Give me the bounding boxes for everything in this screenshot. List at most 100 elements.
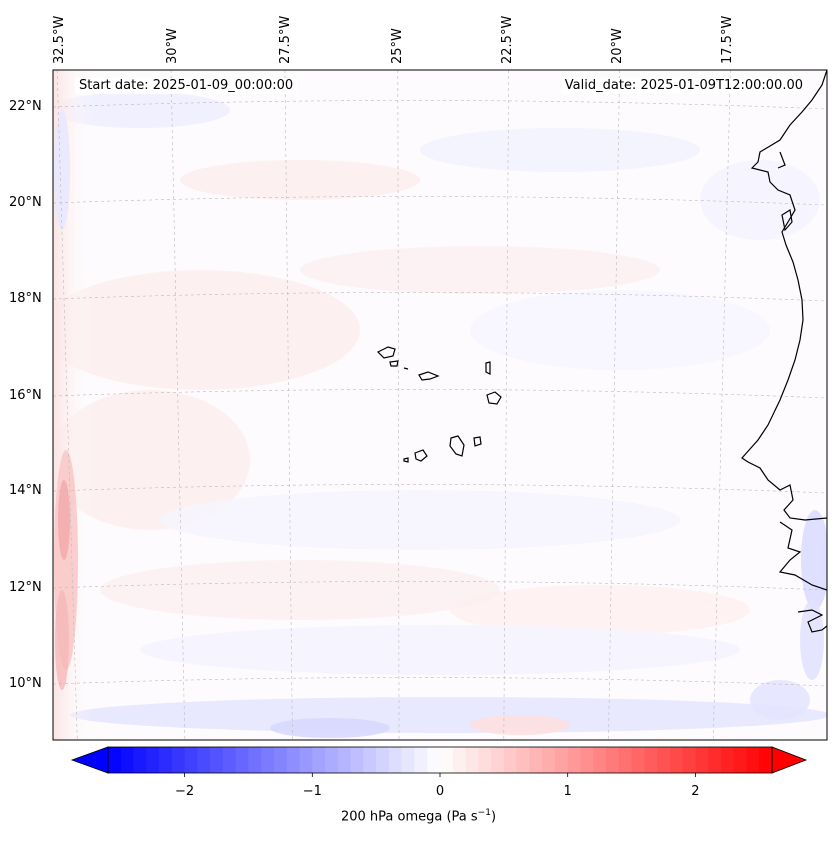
colorbar-bin (618, 747, 633, 773)
colorbar-bin (171, 747, 186, 773)
colorbar-bin (631, 747, 645, 773)
island-sao-vicente (389, 360, 399, 367)
island-maio (473, 436, 482, 447)
map-frame (52, 69, 828, 741)
parallel-line (53, 100, 827, 110)
island-sal (485, 361, 491, 375)
colorbar-bin (222, 747, 237, 773)
colorbar-bin (312, 747, 326, 773)
longitude-label: 17.5°W (720, 15, 735, 64)
meridian-line (56, 70, 78, 740)
colorbar-bin (733, 747, 748, 773)
colorbar-bin (414, 747, 428, 773)
colorbar-bin (388, 747, 403, 773)
colorbar-bin (465, 747, 479, 773)
colorbar-bin (516, 747, 530, 773)
meridian-line (397, 70, 400, 740)
colorbar-bin (529, 747, 543, 773)
meridian-line (608, 70, 620, 740)
colorbar-bin (120, 747, 135, 773)
colorbar-bin (669, 747, 684, 773)
colorbar-bin (644, 747, 658, 773)
latitude-label: 14°N (9, 483, 42, 498)
meridian-line (284, 70, 293, 740)
latitude-label: 12°N (9, 580, 42, 595)
colorbar-bin (248, 747, 262, 773)
graticule (53, 70, 827, 740)
colorbar-bin (720, 747, 735, 773)
parallel-line (53, 677, 827, 687)
parallel-line (53, 389, 827, 399)
colorbar-tick-label: −2 (175, 784, 195, 799)
island-brava (403, 457, 409, 463)
latitude-label: 18°N (9, 291, 42, 306)
colorbar-bin (286, 747, 301, 773)
longitude-label: 25°W (390, 28, 405, 64)
colorbar-bin (682, 747, 696, 773)
island-boa-vista (486, 391, 502, 405)
colorbar-bin (184, 747, 198, 773)
colorbar-bin (401, 747, 416, 773)
latitude-label: 16°N (9, 388, 42, 403)
colorbar-label: 200 hPa omega (Pa s−1) (0, 808, 837, 824)
colorbar-extend-low (70, 746, 109, 774)
colorbar-bin (452, 747, 467, 773)
colorbar-bin (580, 747, 594, 773)
longitude-label: 27.5°W (278, 15, 293, 64)
colorbar-bin (567, 747, 582, 773)
parallel-line (53, 581, 827, 591)
parallel-line (53, 292, 827, 302)
colorbar (70, 746, 808, 777)
colorbar-tick-label: 1 (563, 784, 572, 799)
colorbar-bin (708, 747, 722, 773)
meridian-line (712, 70, 731, 740)
colorbar-bin (210, 747, 224, 773)
colorbar-bin (133, 747, 147, 773)
colorbar-bin (197, 747, 211, 773)
colorbar-bin (337, 747, 352, 773)
latitude-label: 10°N (9, 676, 42, 691)
valid-date-label: Valid_date: 2025-01-09T12:00:00.00 (560, 78, 807, 94)
longitude-label: 22.5°W (500, 15, 515, 64)
colorbar-bin (427, 747, 441, 773)
start-date-label: Start date: 2025-01-09_00:00:00 (75, 78, 298, 94)
latitude-label: 22°N (9, 99, 42, 114)
island-santa-luzia (403, 367, 409, 370)
island-santiago (449, 435, 465, 457)
longitude-label: 30°W (165, 28, 180, 64)
island-sao-nicolau (418, 371, 440, 381)
colorbar-tick-label: 2 (691, 784, 700, 799)
colorbar-bin (554, 747, 569, 773)
colorbar-bin (363, 747, 377, 773)
colorbar-bin (325, 747, 339, 773)
colorbar-bin (606, 747, 620, 773)
colorbar-bin (503, 747, 518, 773)
colorbar-bin (261, 747, 275, 773)
colorbar-bin (695, 747, 709, 773)
colorbar-bin (274, 747, 288, 773)
island-fogo (414, 449, 428, 462)
colorbar-bin (746, 747, 760, 773)
colorbar-extend-high (771, 746, 808, 774)
colorbar-bin (491, 747, 505, 773)
colorbar-bin (108, 747, 122, 773)
colorbar-bin (299, 747, 313, 773)
meridian-line (503, 70, 510, 740)
longitude-label: 20°W (610, 28, 625, 64)
parallel-line (53, 484, 827, 494)
latitude-label: 20°N (9, 195, 42, 210)
colorbar-bin (146, 747, 160, 773)
colorbar-bin (657, 747, 671, 773)
colorbar-bin (542, 747, 556, 773)
colorbar-label-main: 200 hPa omega (Pa s (340, 809, 478, 825)
parallel-line (53, 196, 827, 206)
colorbar-bin (440, 747, 454, 773)
omega-field (53, 70, 827, 740)
longitude-label: 32.5°W (52, 15, 67, 64)
colorbar-bin (159, 747, 173, 773)
colorbar-bin (350, 747, 364, 773)
colorbar-tick-label: 0 (435, 784, 445, 799)
colorbar-label-exponent: −1 (477, 808, 491, 818)
